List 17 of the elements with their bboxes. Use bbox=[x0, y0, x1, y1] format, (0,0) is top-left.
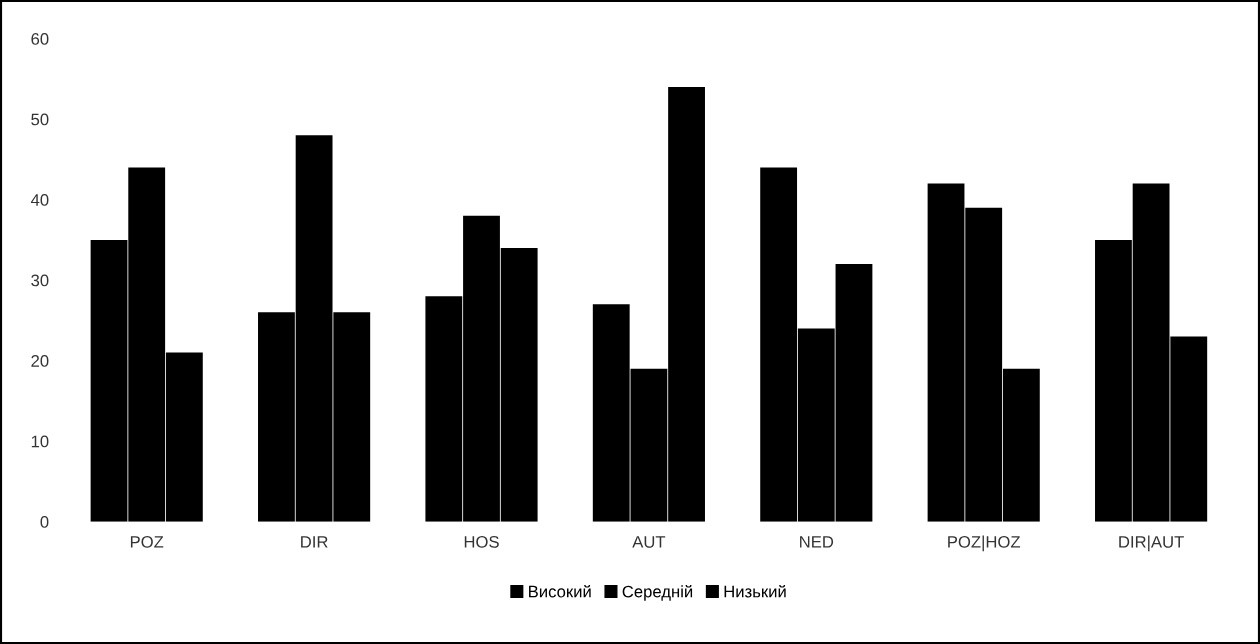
y-tick-label: 60 bbox=[31, 33, 49, 45]
x-tick-label: AUT bbox=[632, 536, 666, 548]
x-tick-label: HOS bbox=[464, 535, 499, 548]
x-tick-label: NED bbox=[800, 536, 834, 548]
x-tick-label: POZ bbox=[130, 535, 164, 548]
y-tick-label: 10 bbox=[31, 435, 49, 448]
x-tick-label: DIR bbox=[301, 536, 328, 548]
legend-label: Низький bbox=[724, 584, 786, 598]
y-tick-label: 40 bbox=[30, 194, 49, 206]
legend-label: Високий bbox=[529, 584, 591, 598]
y-tick-label: 20 bbox=[31, 355, 49, 367]
y-tick-label: 30 bbox=[31, 274, 49, 287]
x-tick-label: POZ|HOZ bbox=[948, 535, 1021, 552]
y-tick-label: 50 bbox=[31, 113, 49, 126]
y-tick-label: 0 bbox=[40, 516, 49, 528]
legend-label: Середній bbox=[622, 584, 693, 601]
x-tick-label: DIR|AUT bbox=[1119, 535, 1184, 552]
